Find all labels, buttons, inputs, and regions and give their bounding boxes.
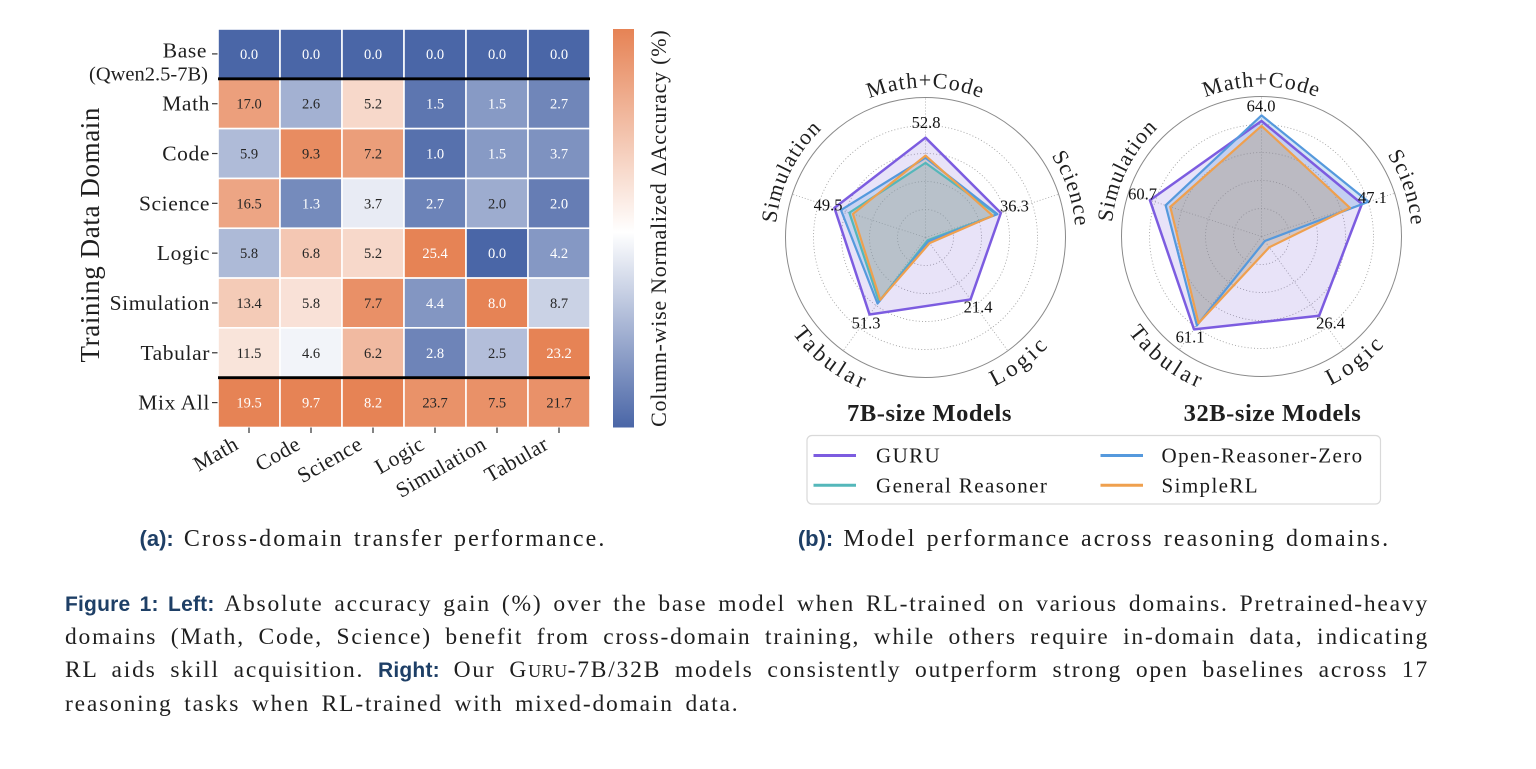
svg-text:32B-size Models: 32B-size Models — [1184, 400, 1362, 427]
svg-text:25.4: 25.4 — [422, 246, 448, 262]
svg-text:9.7: 9.7 — [302, 396, 320, 412]
svg-text:3.7: 3.7 — [364, 196, 382, 212]
svg-text:Base: Base — [163, 39, 207, 63]
svg-text:23.2: 23.2 — [546, 346, 571, 362]
svg-text:60.7: 60.7 — [1128, 185, 1157, 204]
svg-text:2.7: 2.7 — [550, 97, 568, 113]
svg-text:4.4: 4.4 — [426, 296, 445, 312]
svg-text:64.0: 64.0 — [1247, 97, 1276, 116]
svg-text:0.0: 0.0 — [488, 246, 506, 262]
svg-text:8.0: 8.0 — [488, 296, 506, 312]
svg-text:61.1: 61.1 — [1176, 328, 1205, 347]
svg-text:3.7: 3.7 — [550, 147, 568, 163]
svg-text:Column-wise Normalized ΔAccura: Column-wise Normalized ΔAccuracy (%) — [646, 30, 671, 427]
svg-text:0.0: 0.0 — [488, 47, 506, 63]
svg-text:1.5: 1.5 — [488, 97, 506, 113]
svg-text:Math: Math — [162, 92, 210, 116]
svg-text:2.6: 2.6 — [302, 97, 320, 113]
svg-text:8.7: 8.7 — [550, 296, 568, 312]
svg-text:5.8: 5.8 — [302, 296, 320, 312]
svg-text:36.3: 36.3 — [1000, 197, 1029, 216]
svg-text:19.5: 19.5 — [236, 396, 261, 412]
svg-text:7.7: 7.7 — [364, 296, 382, 312]
svg-text:2.5: 2.5 — [488, 346, 506, 362]
svg-text:SimpleRL: SimpleRL — [1162, 473, 1260, 497]
svg-text:Simulation: Simulation — [110, 291, 210, 315]
svg-text:0.0: 0.0 — [302, 47, 320, 63]
svg-text:47.1: 47.1 — [1358, 188, 1387, 207]
svg-text:21.7: 21.7 — [546, 396, 571, 412]
svg-text:7.5: 7.5 — [488, 396, 506, 412]
svg-text:5.2: 5.2 — [364, 97, 382, 113]
svg-text:49.5: 49.5 — [814, 196, 843, 215]
svg-text:5.9: 5.9 — [240, 147, 258, 163]
svg-text:Mix All: Mix All — [138, 391, 210, 415]
svg-text:51.3: 51.3 — [852, 314, 881, 333]
svg-text:5.8: 5.8 — [240, 246, 258, 262]
svg-text:7.2: 7.2 — [364, 147, 382, 163]
svg-text:4.2: 4.2 — [550, 246, 568, 262]
svg-text:0.0: 0.0 — [550, 47, 568, 63]
svg-text:2.0: 2.0 — [488, 196, 506, 212]
svg-text:6.8: 6.8 — [302, 246, 320, 262]
svg-text:Code: Code — [162, 142, 210, 166]
svg-text:26.4: 26.4 — [1316, 314, 1345, 333]
svg-text:5.2: 5.2 — [364, 246, 382, 262]
svg-text:Open-Reasoner-Zero: Open-Reasoner-Zero — [1162, 444, 1364, 468]
svg-text:6.2: 6.2 — [364, 346, 382, 362]
svg-text:9.3: 9.3 — [302, 147, 320, 163]
svg-text:52.8: 52.8 — [912, 113, 941, 132]
svg-text:0.0: 0.0 — [364, 47, 382, 63]
svg-text:(Qwen2.5-7B): (Qwen2.5-7B) — [89, 64, 208, 86]
svg-text:2.0: 2.0 — [550, 196, 568, 212]
svg-text:Logic: Logic — [157, 241, 210, 265]
svg-text:13.4: 13.4 — [236, 296, 262, 312]
svg-text:2.8: 2.8 — [426, 346, 444, 362]
svg-text:GURU: GURU — [876, 444, 941, 468]
svg-text:17.0: 17.0 — [236, 97, 261, 113]
svg-text:11.5: 11.5 — [237, 346, 262, 362]
svg-text:1.5: 1.5 — [488, 147, 506, 163]
svg-text:16.5: 16.5 — [236, 196, 261, 212]
svg-text:Training Data Domain: Training Data Domain — [75, 107, 105, 362]
svg-text:0.0: 0.0 — [426, 47, 444, 63]
svg-text:4.6: 4.6 — [302, 346, 320, 362]
svg-text:7B-size Models: 7B-size Models — [847, 400, 1012, 427]
svg-text:1.3: 1.3 — [302, 196, 320, 212]
svg-text:1.0: 1.0 — [426, 147, 444, 163]
svg-text:1.5: 1.5 — [426, 97, 444, 113]
svg-text:Science: Science — [139, 191, 210, 215]
svg-text:0.0: 0.0 — [240, 47, 258, 63]
svg-text:8.2: 8.2 — [364, 396, 382, 412]
svg-text:General Reasoner: General Reasoner — [876, 473, 1048, 497]
svg-text:23.7: 23.7 — [422, 396, 447, 412]
svg-text:Tabular: Tabular — [140, 341, 210, 365]
svg-text:21.4: 21.4 — [964, 298, 993, 317]
svg-text:2.7: 2.7 — [426, 196, 444, 212]
